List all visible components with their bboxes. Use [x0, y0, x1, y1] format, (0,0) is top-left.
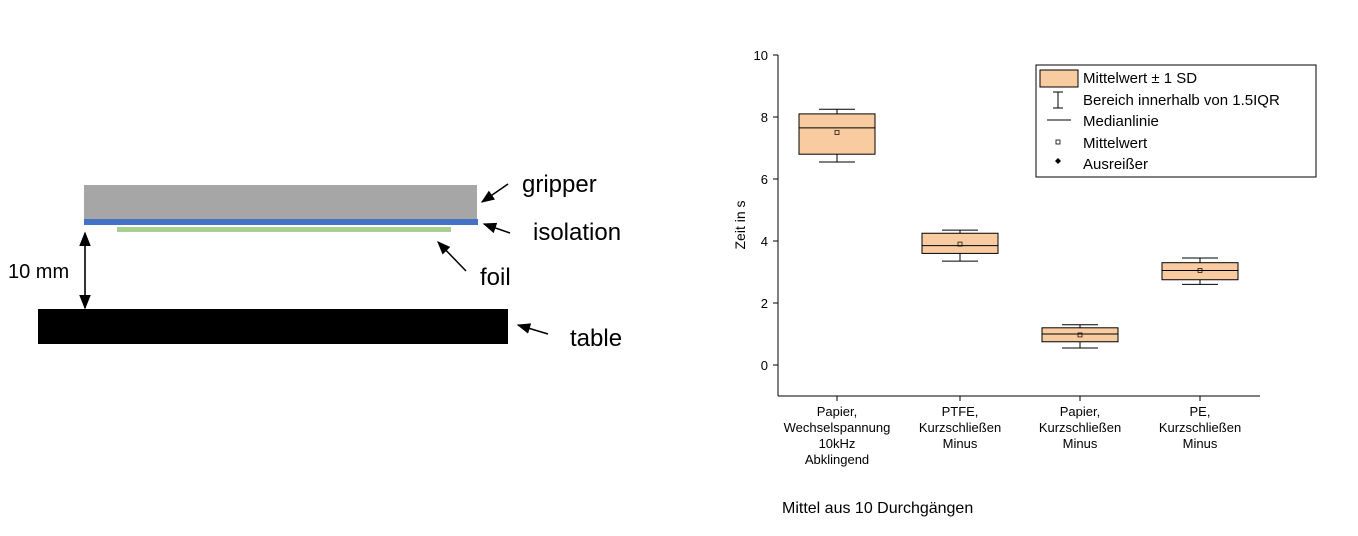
boxes: [798, 108, 1239, 401]
box-2: [921, 229, 999, 401]
legend-swatch-range: [1053, 91, 1063, 109]
legend-item-outlier: Ausreißer: [1083, 156, 1148, 173]
y-ticks: 0 2 4 6 8 10: [754, 48, 778, 373]
box-3: [1041, 324, 1119, 401]
legend-swatch-outlier: [1055, 158, 1061, 164]
mean-marker: [957, 241, 963, 247]
foil-layer: [117, 227, 451, 232]
category-label: PE, Kurzschließen Minus: [1159, 404, 1241, 451]
category-label: Papier, Wechselspannung 10kHz Abklingend: [784, 404, 891, 467]
gripper-label: gripper: [522, 171, 597, 198]
y-axis-label: Zeit in s: [732, 200, 748, 249]
gripper-pointer: [480, 183, 509, 203]
isolation-label: isolation: [533, 219, 621, 246]
note-text: Mittel aus 10 Durchgängen: [782, 500, 973, 517]
legend-item-range: Bereich innerhalb von 1.5IQR: [1083, 92, 1280, 109]
box-body: [1161, 262, 1239, 281]
y-tick-label: 2: [761, 296, 768, 311]
legend-item-sd: Mittelwert ± 1 SD: [1083, 70, 1197, 87]
box-body: [798, 113, 876, 155]
category-label: PTFE, Kurzschließen Minus: [919, 404, 1001, 451]
y-tick-label: 8: [761, 110, 768, 125]
category-labels: Papier, Wechselspannung 10kHz Abklingend PTF…: [784, 404, 1242, 467]
table-label: table: [570, 325, 622, 352]
box-body: [1041, 327, 1119, 343]
legend-swatch-sd: [1039, 69, 1079, 88]
box-body: [921, 232, 999, 254]
gripper-block: [84, 185, 477, 219]
isolation-pointer: [482, 222, 511, 234]
foil-pointer: [437, 241, 467, 272]
legend-frame: [1035, 64, 1317, 178]
isolation-layer: [84, 219, 478, 225]
mean-marker: [834, 130, 840, 135]
legend-swatch-mean: [1055, 139, 1061, 145]
setup-diagram: 10 mm gripper isolation foil table: [8, 171, 622, 352]
legend-item-mean: Mittelwert: [1083, 135, 1148, 152]
y-tick-label: 4: [761, 234, 768, 249]
mean-marker: [1197, 268, 1203, 273]
y-tick-label: 10: [754, 48, 768, 63]
box-4: [1161, 257, 1239, 401]
table-pointer: [516, 323, 549, 335]
distance-label: 10 mm: [8, 261, 69, 283]
table-block: [38, 309, 508, 344]
box-1: [798, 108, 876, 401]
legend-item-median: Medianlinie: [1083, 113, 1159, 130]
category-label: Papier, Kurzschließen Minus: [1039, 404, 1121, 451]
legend: Mittelwert ± 1 SD Bereich innerhalb von …: [1035, 64, 1317, 178]
foil-label: foil: [480, 264, 511, 291]
y-tick-label: 0: [761, 358, 768, 373]
box-plot: 0 2 4 6 8 10 Zeit in s Papier, Wechselspannung…: [732, 48, 1317, 517]
y-tick-label: 6: [761, 172, 768, 187]
mean-marker: [1077, 332, 1083, 338]
